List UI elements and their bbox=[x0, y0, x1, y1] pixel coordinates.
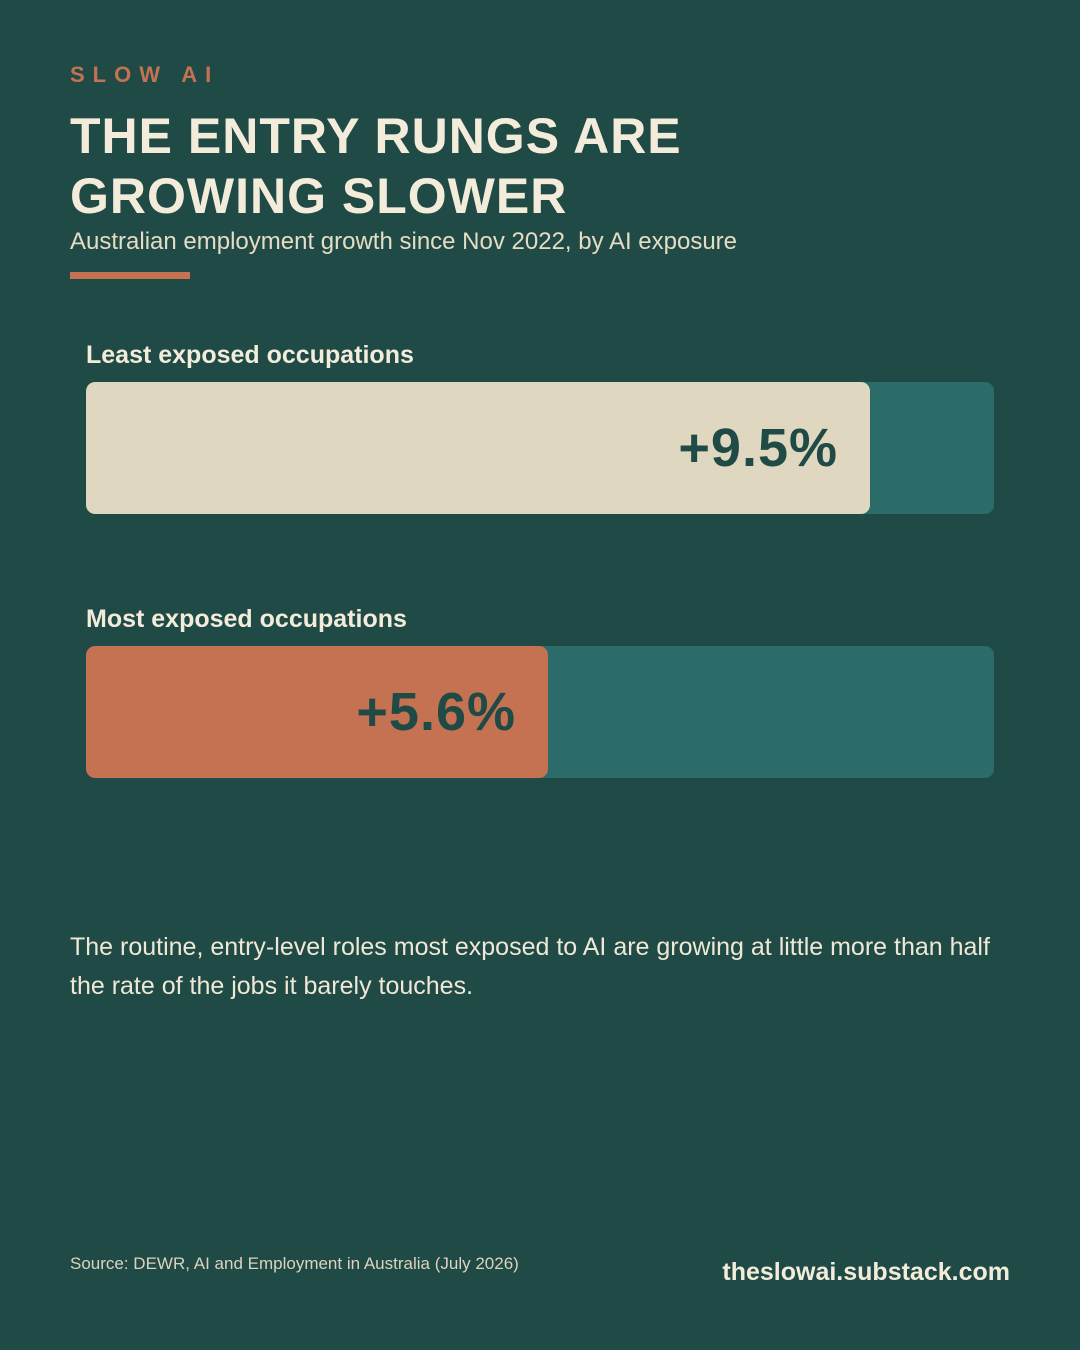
brand-label: SLOW AI bbox=[70, 62, 220, 87]
page-subtitle: Australian employment growth since Nov 2… bbox=[70, 228, 738, 255]
bar-group-least-exposed: Least exposed occupations +9.5% bbox=[86, 340, 994, 514]
bar-value-most-exposed: +5.6% bbox=[356, 682, 516, 742]
bar-label-most-exposed: Most exposed occupations bbox=[86, 605, 407, 633]
bar-most-exposed: +5.6% bbox=[86, 646, 548, 778]
accent-divider bbox=[70, 272, 190, 279]
bar-least-exposed: +9.5% bbox=[86, 382, 870, 514]
bar-track-least-exposed: +9.5% bbox=[86, 382, 994, 514]
page-title: THE ENTRY RUNGS ARE GROWING SLOWER bbox=[70, 108, 682, 224]
bar-track-most-exposed: +5.6% bbox=[86, 646, 994, 778]
bar-label-least-exposed: Least exposed occupations bbox=[86, 341, 414, 369]
bar-value-least-exposed: +9.5% bbox=[678, 418, 838, 478]
source-note: Source: DEWR, AI and Employment in Austr… bbox=[70, 1254, 519, 1273]
site-link[interactable]: theslowai.substack.com bbox=[722, 1258, 1010, 1286]
caption-text: The routine, entry-level roles most expo… bbox=[70, 933, 990, 1000]
bar-group-most-exposed: Most exposed occupations +5.6% bbox=[86, 604, 994, 778]
